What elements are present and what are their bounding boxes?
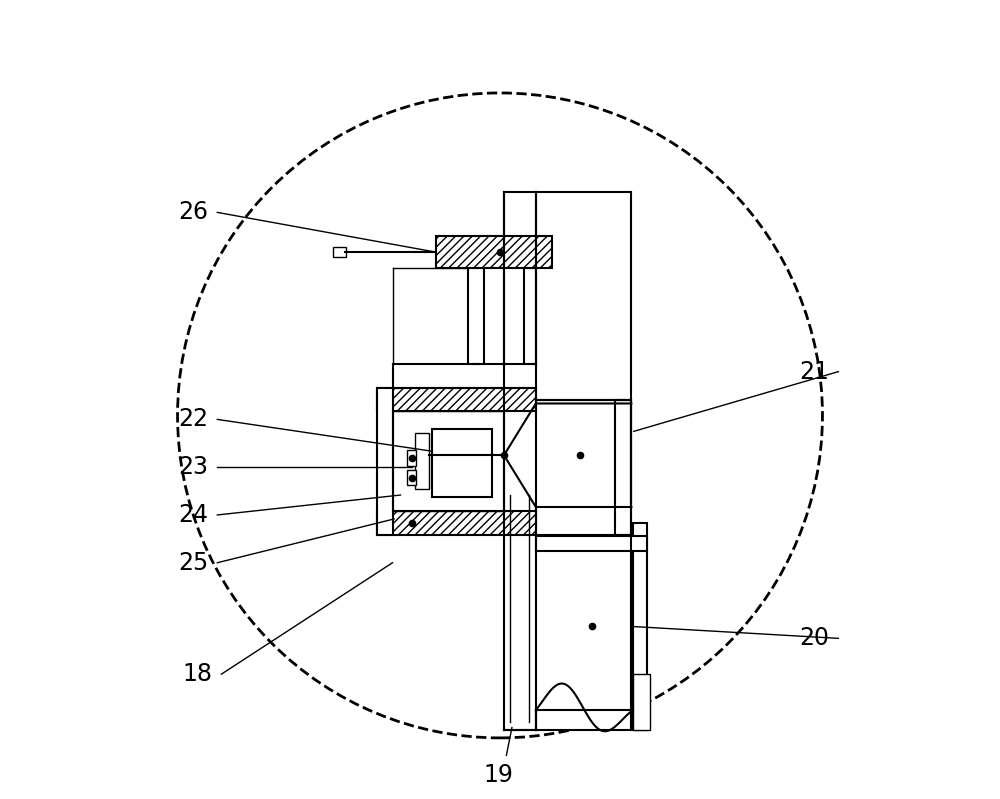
Bar xyxy=(407,451,416,467)
Bar xyxy=(536,536,647,551)
Bar xyxy=(436,237,552,268)
Bar xyxy=(468,268,484,364)
Bar xyxy=(377,388,393,535)
Bar xyxy=(524,268,536,364)
Text: 24: 24 xyxy=(178,503,208,527)
Bar xyxy=(633,523,647,730)
Bar xyxy=(333,248,346,257)
Text: 21: 21 xyxy=(800,360,829,384)
Text: 23: 23 xyxy=(178,455,208,479)
Text: 26: 26 xyxy=(178,201,208,225)
Bar xyxy=(615,400,631,535)
Bar xyxy=(377,388,536,411)
Bar xyxy=(432,429,492,497)
Bar xyxy=(536,710,647,730)
Text: 19: 19 xyxy=(483,763,513,787)
Text: 20: 20 xyxy=(800,626,830,650)
Bar xyxy=(377,511,536,535)
Text: 18: 18 xyxy=(182,662,212,686)
Bar xyxy=(633,674,650,730)
Text: 22: 22 xyxy=(178,407,208,431)
Text: 25: 25 xyxy=(178,551,209,574)
Bar xyxy=(415,433,429,489)
Bar xyxy=(407,470,416,486)
